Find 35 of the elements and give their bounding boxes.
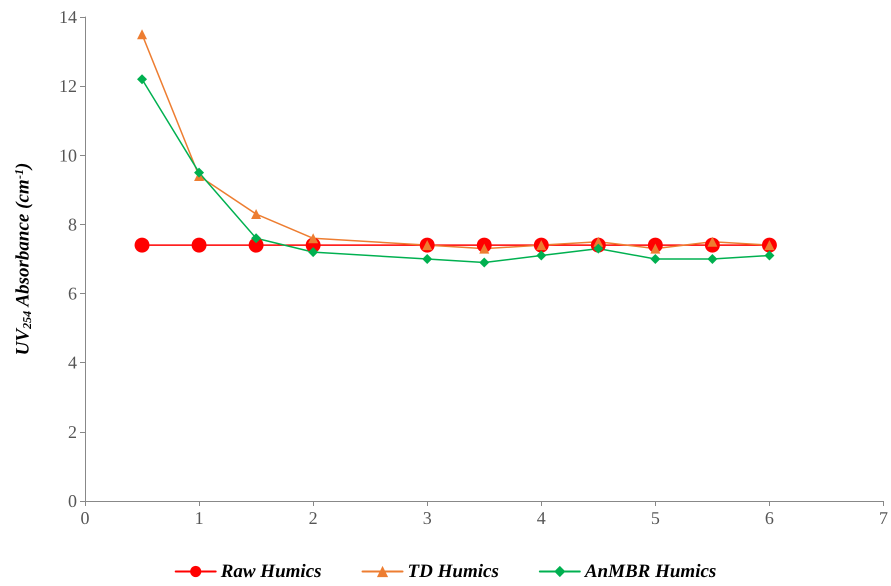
- x-tick-label: 2: [308, 508, 318, 528]
- x-tick-label: 5: [650, 508, 660, 528]
- y-tick-label: 2: [68, 422, 77, 442]
- point: [192, 238, 207, 253]
- point: [194, 168, 204, 178]
- x-tick-label: 0: [80, 508, 90, 528]
- point: [308, 247, 318, 258]
- point: [707, 254, 718, 264]
- x-tick-label: 1: [194, 508, 204, 528]
- y-tick-label: 0: [68, 491, 77, 511]
- legend-label: Raw Humics: [220, 561, 322, 582]
- point: [137, 29, 148, 40]
- x-tick-label: 3: [422, 508, 432, 528]
- x-tick-label: 7: [879, 508, 888, 528]
- x-tick-label: 4: [536, 508, 546, 528]
- point: [536, 250, 546, 261]
- point: [479, 257, 490, 268]
- point: [308, 233, 318, 244]
- y-tick-label: 12: [59, 76, 77, 96]
- y-tick-label: 6: [68, 284, 77, 304]
- y-tick-label: 10: [59, 145, 77, 166]
- point: [422, 254, 432, 264]
- point: [251, 233, 262, 244]
- x-tick-label: 6: [764, 508, 774, 528]
- point: [650, 254, 660, 264]
- legend-label: TD Humics: [408, 561, 499, 582]
- y-tick-label: 14: [59, 7, 77, 27]
- y-tick-label: 8: [68, 214, 77, 234]
- legend-label: AnMBR Humics: [584, 561, 716, 582]
- y-axis-title: UV254 Absorbance (cm-1): [12, 162, 34, 356]
- y-tick-label: 4: [68, 352, 77, 373]
- point: [137, 74, 148, 84]
- point: [764, 250, 774, 261]
- point: [251, 209, 262, 220]
- point: [134, 238, 150, 253]
